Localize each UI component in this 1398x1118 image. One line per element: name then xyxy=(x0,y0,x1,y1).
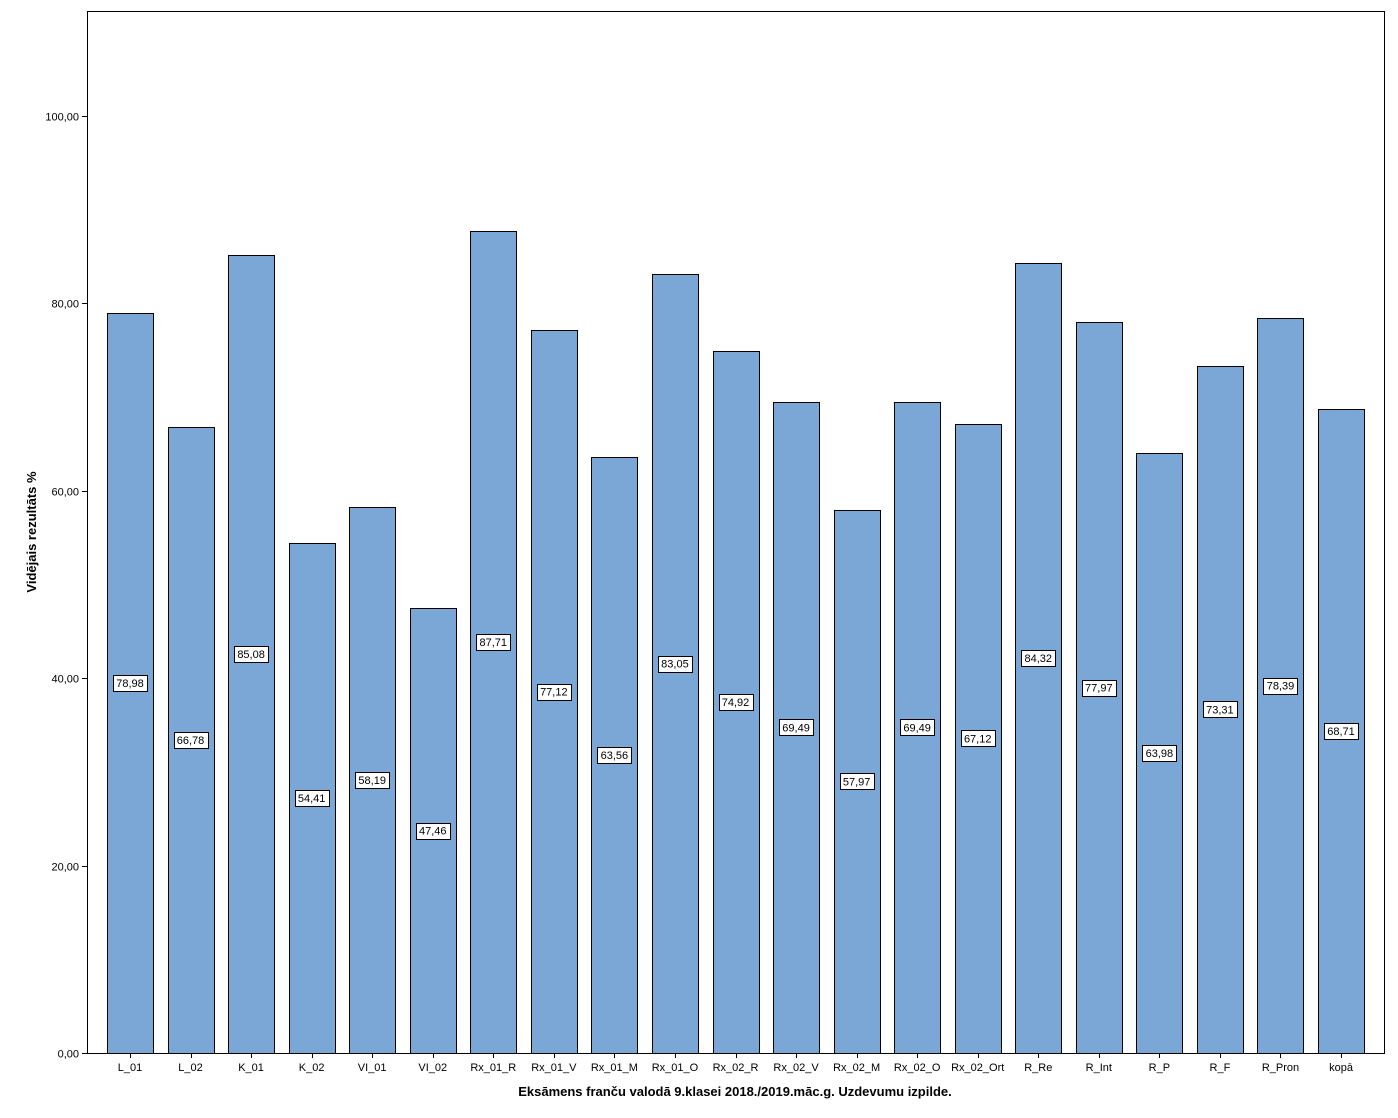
data-label-text: 85,08 xyxy=(237,649,265,661)
data-label-text: 78,39 xyxy=(1267,681,1295,693)
data-label-text: 47,46 xyxy=(419,826,447,838)
data-label: 85,08 xyxy=(234,646,269,663)
x-tick-label: Rx_01_M xyxy=(591,1062,638,1074)
data-label: 68,71 xyxy=(1324,723,1359,740)
data-label: 66,78 xyxy=(174,732,209,749)
y-tick-label: 100,00 xyxy=(45,112,79,124)
data-label-box xyxy=(476,634,511,651)
data-label-box xyxy=(174,732,209,749)
x-tick-label: Rx_02_V xyxy=(773,1062,819,1074)
data-label-text: 77,12 xyxy=(540,687,568,699)
data-label-box xyxy=(355,772,390,789)
data-label: 47,46 xyxy=(416,823,451,840)
data-label-box xyxy=(658,656,693,673)
y-tick-label: 0,00 xyxy=(58,1049,79,1061)
data-label-text: 77,97 xyxy=(1085,683,1113,695)
data-label-box xyxy=(719,694,754,711)
x-tick-label: Rx_02_R xyxy=(713,1062,759,1074)
data-label-box xyxy=(537,684,572,701)
data-label: 84,32 xyxy=(1021,650,1056,667)
x-tick-label: L_02 xyxy=(178,1062,202,1074)
data-label-text: 58,19 xyxy=(358,775,386,787)
data-labels: 78,98 66,78 85,08 54,41 58,19 47,46 87,71 77,12… xyxy=(113,634,1359,840)
data-label: 67,12 xyxy=(961,730,996,747)
data-label-box xyxy=(1263,678,1298,695)
x-tick-label: R_F xyxy=(1210,1062,1231,1074)
data-label-box xyxy=(113,675,148,692)
data-label-text: 84,32 xyxy=(1024,653,1052,665)
x-tick-label: R_Pron xyxy=(1262,1062,1299,1074)
data-label: 83,05 xyxy=(658,656,693,673)
data-label-text: 57,97 xyxy=(843,776,871,788)
data-label-text: 67,12 xyxy=(964,733,992,745)
data-label: 57,97 xyxy=(840,773,875,790)
y-tick-label: 80,00 xyxy=(51,299,79,311)
x-tick-label: VI_02 xyxy=(418,1062,447,1074)
data-label-box xyxy=(416,823,451,840)
data-label-box xyxy=(1021,650,1056,667)
data-label-box xyxy=(234,646,269,663)
x-tick-label: R_Re xyxy=(1024,1062,1052,1074)
data-label: 54,41 xyxy=(295,790,330,807)
x-tick-label: Rx_01_V xyxy=(531,1062,577,1074)
data-label-box xyxy=(961,730,996,747)
data-label-box xyxy=(1142,745,1177,762)
data-label-text: 83,05 xyxy=(661,659,689,671)
x-tick-label: kopā xyxy=(1329,1062,1354,1074)
data-label-text: 87,71 xyxy=(480,637,508,649)
data-label-box xyxy=(1324,723,1359,740)
x-tick-label: R_Int xyxy=(1086,1062,1112,1074)
data-label-text: 73,31 xyxy=(1206,704,1234,716)
data-label-text: 74,92 xyxy=(722,697,750,709)
x-tick-label: Rx_02_M xyxy=(833,1062,880,1074)
y-tick-label: 40,00 xyxy=(51,674,79,686)
x-axis: L_01 L_02 K_01 K_02 VI_01 VI_02 Rx_01_R Rx_01_V… xyxy=(118,1053,1354,1074)
data-label: 73,31 xyxy=(1203,701,1238,718)
data-label-box xyxy=(295,790,330,807)
data-label-text: 78,98 xyxy=(116,678,144,690)
data-label-text: 69,49 xyxy=(782,722,810,734)
data-label-text: 54,41 xyxy=(298,793,326,805)
data-label: 63,98 xyxy=(1142,745,1177,762)
x-tick-label: R_P xyxy=(1149,1062,1170,1074)
x-tick-label: Rx_01_O xyxy=(652,1062,699,1074)
data-label-text: 63,98 xyxy=(1146,748,1174,760)
y-axis-title: Vidējais rezultāts % xyxy=(24,471,39,593)
data-label: 58,19 xyxy=(355,772,390,789)
data-label: 77,97 xyxy=(1082,680,1117,697)
data-label: 77,12 xyxy=(537,684,572,701)
data-label: 74,92 xyxy=(719,694,754,711)
x-tick-label: K_02 xyxy=(299,1062,325,1074)
y-tick-label: 20,00 xyxy=(51,862,79,874)
y-axis: 0,00 20,00 40,00 60,00 80,00 100,00 xyxy=(45,112,88,1061)
data-label-text: 68,71 xyxy=(1327,726,1355,738)
data-label-text: 63,56 xyxy=(601,750,629,762)
data-label: 69,49 xyxy=(900,719,935,736)
x-tick-label: VI_01 xyxy=(358,1062,387,1074)
data-label-box xyxy=(900,719,935,736)
data-label-box xyxy=(840,773,875,790)
data-label-box xyxy=(1082,680,1117,697)
data-label: 69,49 xyxy=(779,719,814,736)
data-label: 63,56 xyxy=(597,747,632,764)
data-label-text: 66,78 xyxy=(177,735,205,747)
data-label-box xyxy=(1203,701,1238,718)
x-tick-label: L_01 xyxy=(118,1062,142,1074)
data-label-box xyxy=(597,747,632,764)
data-label: 87,71 xyxy=(476,634,511,651)
y-tick-label: 60,00 xyxy=(51,487,79,499)
data-label-box xyxy=(779,719,814,736)
data-label-text: 69,49 xyxy=(903,722,931,734)
x-tick-label: K_01 xyxy=(238,1062,264,1074)
data-label: 78,98 xyxy=(113,675,148,692)
x-tick-label: Rx_02_Ort xyxy=(951,1062,1004,1074)
x-tick-label: Rx_02_O xyxy=(894,1062,941,1074)
x-tick-label: Rx_01_R xyxy=(470,1062,516,1074)
x-axis-title: Eksāmens franču valodā 9.klasei 2018./20… xyxy=(518,1084,952,1099)
data-label: 78,39 xyxy=(1263,678,1298,695)
